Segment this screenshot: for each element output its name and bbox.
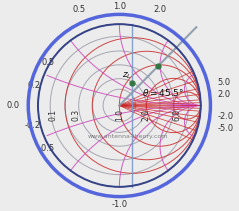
Text: 0.5: 0.5 — [41, 58, 54, 67]
Text: 0.3: 0.3 — [71, 109, 80, 121]
Text: 1.0: 1.0 — [113, 2, 126, 11]
Text: -1.0: -1.0 — [111, 200, 127, 209]
Text: 2.0: 2.0 — [142, 109, 151, 121]
Text: 0.1: 0.1 — [48, 109, 57, 121]
Text: 2.0: 2.0 — [153, 5, 167, 14]
Text: 0.0: 0.0 — [7, 101, 20, 110]
Text: $z_L$: $z_L$ — [122, 70, 132, 81]
Text: -2.0: -2.0 — [218, 112, 234, 121]
Text: www.antenna-theory.com: www.antenna-theory.com — [87, 134, 168, 139]
Text: 5.0: 5.0 — [218, 78, 231, 87]
Text: 6.0: 6.0 — [173, 109, 182, 121]
Text: -5.0: -5.0 — [218, 124, 234, 133]
Text: -0.2: -0.2 — [24, 120, 40, 130]
Text: 2.0: 2.0 — [218, 90, 231, 99]
Text: 0.5: 0.5 — [72, 5, 85, 14]
Text: 0.2: 0.2 — [27, 81, 40, 91]
Text: $\theta = 45.5°$: $\theta = 45.5°$ — [142, 87, 184, 98]
Text: 1.0: 1.0 — [115, 109, 124, 121]
Text: -0.5: -0.5 — [38, 144, 54, 153]
